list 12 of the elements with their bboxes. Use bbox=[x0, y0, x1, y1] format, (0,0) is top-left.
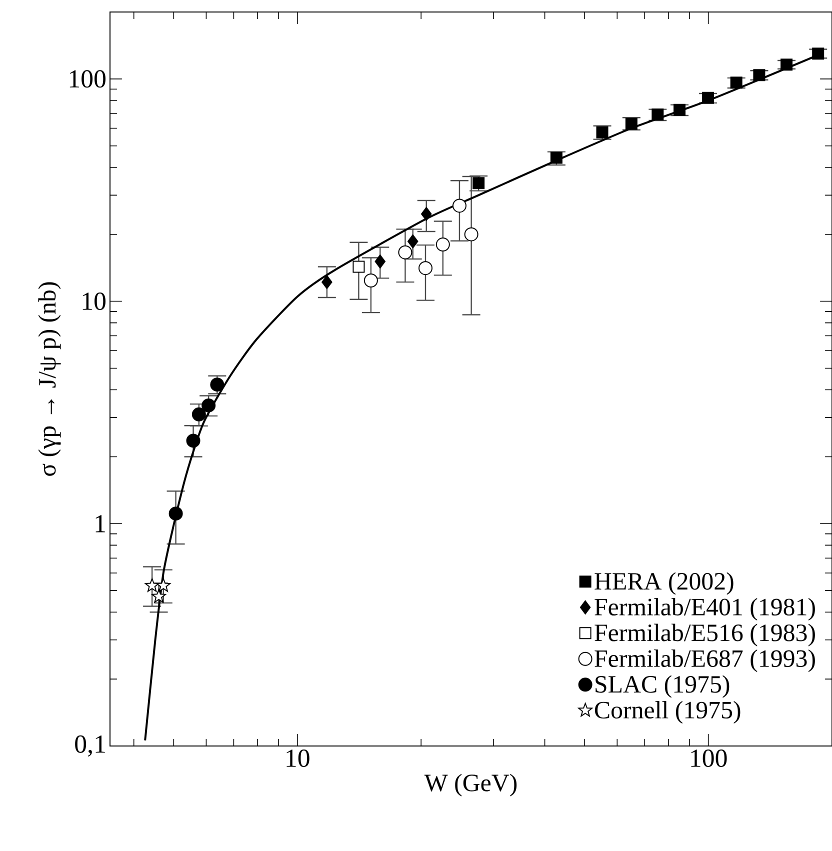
y-tick-label: 10 bbox=[82, 292, 106, 310]
legend-label: Fermilab/E687 (1993) bbox=[594, 650, 815, 672]
y-tick-label: 100 bbox=[70, 70, 106, 88]
x-axis-title: W (GeV) bbox=[424, 774, 517, 796]
legend-label: Cornell (1975) bbox=[594, 701, 740, 724]
legend-label: HERA (2002) bbox=[594, 572, 734, 595]
y-axis-title: σ (γp → J/ψ p) (nb) bbox=[38, 282, 61, 476]
legend-label: Fermilab/E516 (1983) bbox=[594, 624, 815, 646]
y-tick-label: 1 bbox=[96, 515, 105, 532]
legend-label: Fermilab/E401 (1981) bbox=[594, 598, 815, 621]
legend-label: SLAC (1975) bbox=[596, 675, 730, 698]
y-tick-label: 0,1 bbox=[75, 735, 105, 757]
